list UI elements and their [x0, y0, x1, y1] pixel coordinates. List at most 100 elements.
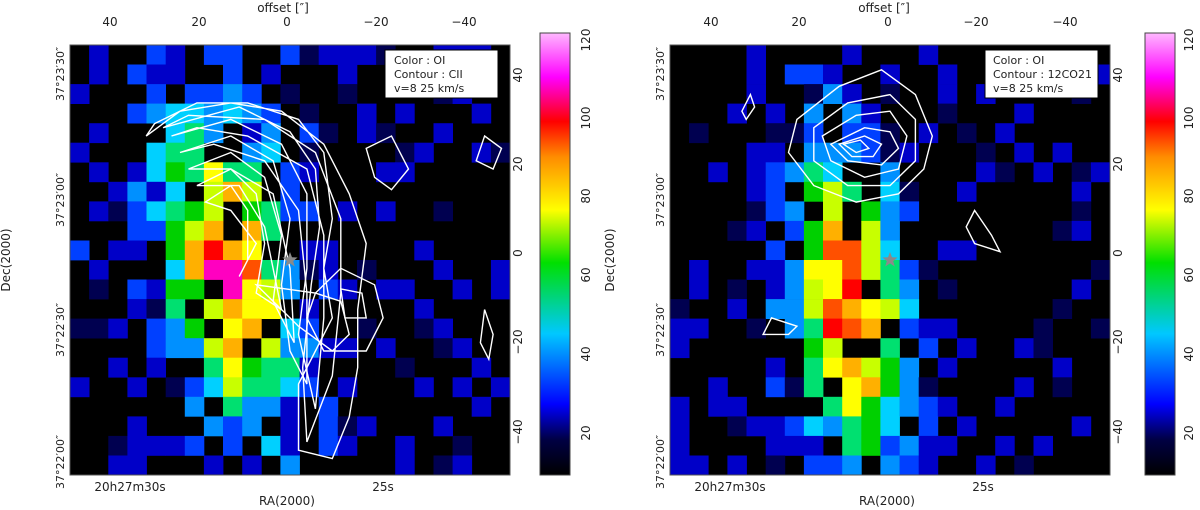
heatmap-cell: [433, 201, 453, 222]
heatmap-cell: [880, 279, 900, 300]
heatmap-cell: [223, 279, 243, 300]
heatmap-cell: [395, 103, 415, 124]
heatmap-cell: [203, 338, 224, 359]
heatmap-cell: [784, 123, 805, 144]
heatmap-cell: [899, 357, 920, 378]
heatmap-cell: [280, 45, 300, 65]
heatmap-cell: [899, 377, 920, 398]
heatmap-cell: [784, 279, 805, 300]
heatmap-cell: [670, 416, 690, 437]
heatmap-cell: [203, 455, 224, 476]
heatmap-cell: [318, 45, 339, 65]
heatmap-cell: [842, 84, 862, 104]
heatmap-cell: [337, 338, 358, 359]
heatmap-cell: [784, 64, 805, 85]
heatmap-cell: [918, 396, 939, 417]
heatmap-cell: [937, 318, 958, 339]
heatmap-cell: [937, 279, 958, 300]
heatmap-cell: [689, 318, 709, 339]
heatmap-cell: [127, 103, 147, 124]
contour-line: [475, 134, 503, 170]
heatmap-cell: [452, 455, 473, 476]
left-plot-frame: [69, 44, 511, 476]
heatmap-cell: [127, 435, 147, 456]
heatmap-cell: [823, 299, 843, 319]
heatmap-cell: [242, 377, 262, 398]
heatmap-cell: [223, 357, 243, 378]
heatmap-cell: [184, 318, 205, 339]
left-top-tick: 20: [191, 15, 206, 29]
heatmap-cell: [223, 299, 243, 319]
heatmap-cell: [861, 260, 881, 280]
heatmap-cell: [765, 377, 786, 398]
heatmap-cell: [1071, 181, 1092, 202]
heatmap-cell: [746, 201, 766, 222]
heatmap-cell: [261, 64, 281, 85]
heatmap-cell: [746, 220, 766, 241]
heatmap-cell: [1090, 162, 1111, 183]
heatmap-cell: [823, 318, 843, 339]
heatmap-cell: [823, 279, 843, 300]
right-right-tick: −20: [1111, 329, 1125, 354]
heatmap-cell: [784, 260, 805, 280]
contour-line: [841, 139, 871, 154]
heatmap-cell: [146, 357, 166, 378]
heatmap-cell: [165, 181, 186, 202]
heatmap-cell: [1052, 142, 1073, 163]
colorbar-tick: 100: [579, 107, 593, 130]
heatmap-cell: [842, 357, 862, 378]
heatmap-cell: [842, 45, 862, 65]
heatmap-cell: [165, 162, 186, 183]
left-contours: [145, 102, 503, 460]
heatmap-cell: [1014, 103, 1034, 124]
heatmap-cell: [1052, 377, 1073, 398]
right-legend-line: Color : OI: [993, 54, 1044, 67]
heatmap-cell: [842, 318, 862, 339]
colorbar-tick: 40: [579, 346, 593, 361]
heatmap-cell: [746, 318, 766, 339]
contour-line: [339, 288, 368, 319]
heatmap-cell: [108, 201, 128, 222]
left-legend-box: Color : OI Contour : CII v=8 25 km/s: [384, 49, 499, 99]
left-right-tick: −20: [511, 329, 525, 354]
heatmap-cell: [1071, 416, 1092, 437]
right-top-tick: −20: [963, 15, 988, 29]
heatmap-cell: [784, 201, 805, 222]
heatmap-cell: [803, 377, 824, 398]
heatmap-cell: [861, 396, 881, 417]
heatmap-cell: [899, 299, 920, 319]
heatmap-cell: [203, 240, 224, 261]
contour-line: [479, 309, 494, 362]
heatmap-cell: [842, 435, 862, 456]
heatmap-cell: [957, 240, 977, 261]
heatmap-cell: [803, 455, 824, 476]
right-star-marker: [882, 252, 898, 267]
heatmap-cell: [823, 260, 843, 280]
heatmap-cell: [1014, 455, 1034, 476]
heatmap-cell: [184, 84, 205, 104]
heatmap-cell: [337, 84, 358, 104]
left-right-ticks: 40 20 0 −20 −40: [511, 67, 525, 444]
left-dec-tick: 37°23′00″: [54, 173, 67, 227]
heatmap-cell: [165, 123, 186, 144]
heatmap-cell: [689, 123, 709, 144]
heatmap-cell: [880, 435, 900, 456]
heatmap-cell: [823, 84, 843, 104]
heatmap-cell: [765, 279, 786, 300]
heatmap-cell: [89, 201, 109, 222]
heatmap-cell: [803, 240, 824, 261]
heatmap-cell: [70, 318, 90, 339]
heatmap-cell: [184, 162, 205, 183]
heatmap-cell: [376, 201, 396, 222]
heatmap-cell: [146, 279, 166, 300]
heatmap-cell: [395, 357, 415, 378]
heatmap-cell: [727, 416, 747, 437]
heatmap-cell: [918, 318, 939, 339]
heatmap-cell: [1052, 220, 1073, 241]
heatmap-cell: [765, 299, 786, 319]
heatmap-cell: [223, 318, 243, 339]
heatmap-cell: [937, 396, 958, 417]
heatmap-cell: [689, 455, 709, 476]
heatmap-cell: [823, 240, 843, 261]
